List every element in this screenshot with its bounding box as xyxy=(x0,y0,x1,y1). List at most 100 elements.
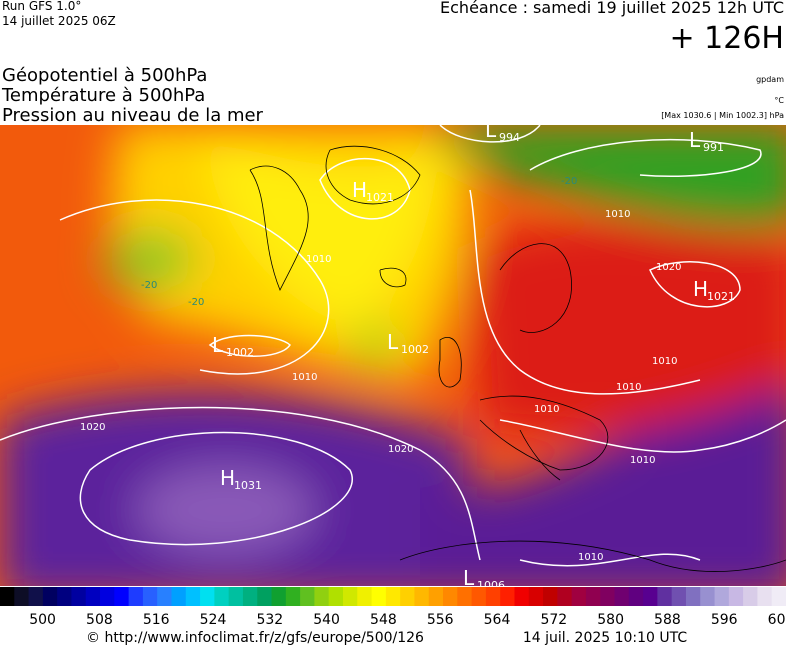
colorbar-swatch xyxy=(457,587,473,606)
colorbar-swatch xyxy=(128,587,144,606)
colorbar-tick-label: 564 xyxy=(484,612,511,628)
isotherm-label: -20 xyxy=(141,280,157,291)
colorbar-swatch xyxy=(700,587,716,606)
colorbar-swatch xyxy=(28,587,44,606)
timestamp: 14 juil. 2025 10:10 UTC xyxy=(523,630,688,646)
colorbar-swatch xyxy=(628,587,644,606)
colorbar-tick-label: 524 xyxy=(200,612,227,628)
pressure-center-letter: L xyxy=(212,333,224,357)
unit-label: °C xyxy=(774,96,784,105)
isobar-label: 1010 xyxy=(616,382,641,393)
colorbar-swatch xyxy=(500,587,515,606)
pressure-center-letter: L xyxy=(463,566,475,590)
colorbar-swatch xyxy=(371,587,387,606)
colorbar-swatch xyxy=(0,587,15,606)
pressure-center-letter: H xyxy=(352,178,367,202)
colorbar-swatch xyxy=(185,587,201,606)
colorbar-swatch xyxy=(557,587,573,606)
colorbar-swatch xyxy=(385,587,401,606)
colorbar-swatch xyxy=(485,587,501,606)
colorbar-swatch xyxy=(357,587,373,606)
colorbar-tick-label: 516 xyxy=(143,612,170,628)
colorbar-swatch xyxy=(200,587,215,606)
colorbar-swatch xyxy=(257,587,273,606)
colorbar-swatch xyxy=(228,587,244,606)
colorbar-swatch xyxy=(643,587,658,606)
isobar-label: 1010 xyxy=(292,372,317,383)
colorbar-swatch xyxy=(471,587,487,606)
pressure-center-value: 991 xyxy=(703,141,724,154)
colorbar-swatch xyxy=(71,587,87,606)
pressure-center-letter: H xyxy=(693,277,708,301)
colorbar-swatch xyxy=(157,587,172,606)
isobars xyxy=(0,125,786,567)
colorbar-swatch xyxy=(528,587,544,606)
header: Run GFS 1.0° 14 juillet 2025 06Z Echéanc… xyxy=(1,0,784,126)
colorbar-swatch xyxy=(571,587,587,606)
colorbar-swatch xyxy=(342,587,358,606)
colorbar-tick-label: 596 xyxy=(711,612,738,628)
colorbar-tick-label: 580 xyxy=(597,612,624,628)
colorbar-swatch xyxy=(600,587,616,606)
pressure-range: [Max 1030.6 | Min 1002.3] hPa xyxy=(661,111,784,120)
colorbar-swatch xyxy=(242,587,258,606)
isobar-label: 1010 xyxy=(306,254,331,265)
colorbar-swatch xyxy=(514,587,530,606)
isobar-label: 1010 xyxy=(630,455,655,466)
colorbar-tick-label: 572 xyxy=(540,612,567,628)
colorbar-swatch xyxy=(771,587,786,606)
colorbar-swatch xyxy=(671,587,687,606)
pressure-center-letter: L xyxy=(689,128,701,152)
valid-time: Echéance : samedi 19 juillet 2025 12h UT… xyxy=(440,0,784,17)
isotherm-label: -20 xyxy=(561,176,577,187)
colorbar-swatch xyxy=(728,587,744,606)
colorbar-swatch xyxy=(400,587,415,606)
isobar-label: 1010 xyxy=(605,209,630,220)
colorbar-swatch xyxy=(657,587,673,606)
colorbar-swatch xyxy=(757,587,773,606)
colorbar-swatch xyxy=(142,587,158,606)
colorbar-swatch xyxy=(285,587,301,606)
pressure-center-value: 1002 xyxy=(226,346,254,359)
colorbar-swatch xyxy=(328,587,344,606)
pressure-center-value: 1031 xyxy=(234,479,262,492)
colorbar-swatch xyxy=(714,587,730,606)
map xyxy=(0,125,786,586)
colorbar-swatch xyxy=(114,587,130,606)
colorbar-swatch xyxy=(585,587,601,606)
colorbar-swatch xyxy=(443,587,458,606)
isobar-label: 1010 xyxy=(652,356,677,367)
colorbar-tick-label: 500 xyxy=(29,612,56,628)
colorbar-swatch xyxy=(300,587,315,606)
colorbar-swatch xyxy=(428,587,444,606)
colorbar-swatch xyxy=(314,587,330,606)
colorbar-tick-label: 548 xyxy=(370,612,397,628)
colorbar-swatch xyxy=(685,587,701,606)
coastlines xyxy=(249,145,786,572)
pressure-center-letter: L xyxy=(387,330,399,354)
colorbar-tick-label: 604 xyxy=(768,612,786,628)
isotherm-label: -20 xyxy=(188,297,204,308)
isobar-label: 1020 xyxy=(388,444,413,455)
pressure-center-value: 1021 xyxy=(366,191,394,204)
colorbar-swatch xyxy=(57,587,72,606)
colorbar-swatch xyxy=(543,587,558,606)
colorbar-swatch xyxy=(85,587,101,606)
run-label: Run GFS 1.0° xyxy=(2,0,81,13)
pressure-center-value: 1002 xyxy=(401,343,429,356)
run-date: 14 juillet 2025 06Z xyxy=(2,14,116,28)
colorbar-swatch xyxy=(42,587,58,606)
isobar-label: 1010 xyxy=(578,552,603,563)
source-url: © http://www.infoclimat.fr/z/gfs/europe/… xyxy=(86,630,424,646)
colorbar-tick-label: 508 xyxy=(86,612,113,628)
colorbar-swatch xyxy=(171,587,187,606)
isobar-label: 1020 xyxy=(656,262,681,273)
isobar-label: 1010 xyxy=(534,404,559,415)
colorbar-swatch xyxy=(614,587,630,606)
pressure-center-value: 994 xyxy=(499,131,520,144)
colorbar-tick-label: 588 xyxy=(654,612,681,628)
colorbar: 500 508 516 524 532 540 548 556 564 572 580 588 596 6… xyxy=(0,587,786,628)
pressure-center-value: 1021 xyxy=(707,290,735,303)
